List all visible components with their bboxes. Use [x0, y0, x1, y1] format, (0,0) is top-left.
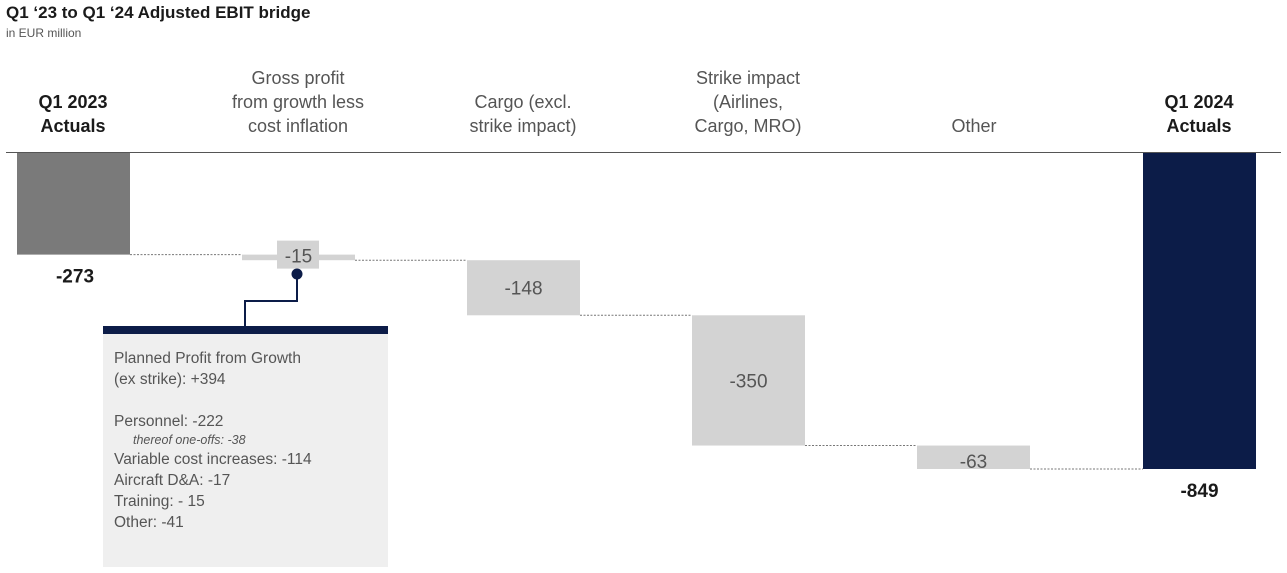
bar-1: [17, 153, 130, 255]
column-header-other: Other: [951, 116, 997, 136]
callout-planned-profit-line2: (ex strike): +394: [114, 371, 226, 388]
callout-aircraft-da: Aircraft D&A: -17: [114, 472, 231, 489]
value-label-4: -350: [729, 371, 767, 392]
bar-6: [1143, 153, 1256, 469]
chart-unit: in EUR million: [6, 26, 82, 40]
header-rule: [6, 152, 1281, 153]
callout-connector-dot: [291, 268, 303, 280]
callout-one-offs: thereof one-offs: -38: [133, 433, 246, 447]
callout-personnel: Personnel: -222: [114, 413, 224, 430]
chart-title: Q1 ‘23 to Q1 ‘24 Adjusted EBIT bridge: [6, 3, 311, 22]
bar-3: [467, 260, 580, 316]
column-header-cargo: Cargo (excl. strike impact): [469, 92, 577, 136]
bar-2-label-chip: [277, 240, 319, 269]
column-header-strike: Strike impact (Airlines, Cargo, MRO): [694, 68, 802, 136]
bar-5: [917, 445, 1030, 469]
value-label-5: -63: [960, 452, 987, 473]
callout-connector-line: [244, 274, 298, 326]
value-label-2: -15: [285, 247, 312, 268]
callout-training: Training: - 15: [114, 493, 205, 510]
value-label-3: -148: [504, 279, 542, 300]
column-header-q1-2024: Q1 2024 Actuals: [1164, 92, 1234, 136]
callout-variable-costs: Variable cost increases: -114: [114, 451, 312, 468]
column-header-q1-2023: Q1 2023 Actuals: [38, 92, 108, 136]
callout-planned-profit-line1: Planned Profit from Growth: [114, 350, 301, 367]
value-label-6: -849: [1180, 481, 1218, 502]
growth-breakdown-callout: Planned Profit from Growth (ex strike): …: [103, 326, 388, 567]
column-header-gross-profit: Gross profit from growth less cost infla…: [231, 68, 365, 136]
bar-4: [692, 315, 805, 446]
value-label-1: -273: [56, 267, 94, 288]
callout-other: Other: -41: [114, 514, 184, 531]
